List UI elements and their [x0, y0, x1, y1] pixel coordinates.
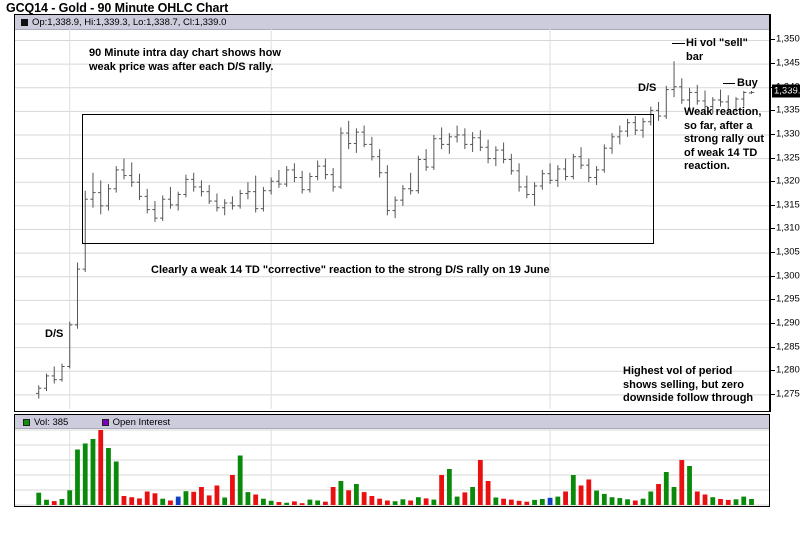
price-axis-label: 1,280.0 — [776, 364, 800, 376]
price-axis-label: 1,305.0 — [776, 246, 800, 258]
price-axis-tick — [771, 39, 775, 41]
price-axis-label: 1,310.0 — [776, 222, 800, 234]
price-axis-tick — [771, 181, 775, 183]
weak-reaction-note: Weak reaction, so far, after a strong ra… — [684, 106, 765, 172]
price-axis-label: 1,295.0 — [776, 293, 800, 305]
volume-chart-panel[interactable]: Vol: 385 Open Interest — [14, 414, 770, 507]
price-axis-tick — [771, 322, 775, 324]
hi-vol-sell-note: Hi vol "sell" bar — [686, 37, 748, 63]
price-axis-tick — [771, 157, 775, 159]
volume-swatch-icon — [23, 419, 30, 426]
volume-axis — [0, 414, 14, 507]
price-axis-label: 1,335.0 — [776, 104, 800, 116]
intraday-note: 90 Minute intra day chart shows how weak… — [89, 47, 281, 73]
price-axis[interactable]: 1,339.0 1,350.0 1,345.0 1,340.0 1,335.0 1,33… — [770, 14, 800, 412]
price-gridlines — [15, 29, 769, 409]
price-axis-tick — [771, 299, 775, 301]
hi-vol-leader-line — [672, 43, 685, 44]
buy-note: Buy — [737, 77, 758, 89]
price-axis-label: 1,340.0 — [776, 81, 800, 93]
price-axis-tick — [771, 110, 775, 112]
ohlc-bars — [36, 61, 755, 399]
date-axis — [14, 507, 770, 537]
price-axis-label: 1,300.0 — [776, 270, 800, 282]
ds-label-left: D/S — [45, 328, 64, 340]
highest-volume-arrow-icon — [15, 415, 769, 506]
ohlc-series-swatch-icon — [21, 19, 28, 26]
price-axis-label: 1,285.0 — [776, 341, 800, 353]
price-axis-tick — [771, 204, 775, 206]
price-chart-panel[interactable]: Op:1,338.9, Hi:1,339.3, Lo:1,338.7, Cl:1… — [14, 14, 770, 412]
ohlc-readout-text: Op:1,338.9, Hi:1,339.3, Lo:1,338.7, Cl:1… — [32, 17, 227, 28]
buy-leader-line — [723, 83, 735, 84]
price-axis-label: 1,275.0 — [776, 388, 800, 400]
highest-vol-note: Highest vol of period shows selling, but… — [623, 365, 754, 404]
price-axis-label: 1,330.0 — [776, 128, 800, 140]
price-axis-tick — [771, 370, 775, 372]
open-interest-swatch-icon — [101, 419, 109, 426]
price-axis-tick — [771, 86, 775, 88]
price-axis-label: 1,290.0 — [776, 317, 800, 329]
ds-label-right: D/S — [638, 82, 657, 94]
ohlc-readout-strip: Op:1,338.9, Hi:1,339.3, Lo:1,338.7, Cl:1… — [15, 15, 769, 30]
current-price-marker: 1,339.0 — [772, 84, 800, 98]
volume-bars — [36, 430, 754, 505]
corrective-reaction-note: Clearly a weak 14 TD "corrective" reacti… — [151, 264, 550, 276]
price-axis-tick — [771, 63, 775, 65]
price-axis-label: 1,320.0 — [776, 175, 800, 187]
open-interest-legend-label: Open Interest — [112, 417, 171, 428]
price-axis-label: 1,345.0 — [776, 57, 800, 69]
price-axis-tick — [771, 133, 775, 135]
price-axis-tick — [771, 252, 775, 254]
price-axis-tick — [771, 275, 775, 277]
price-axis-label: 1,350.0 — [776, 33, 800, 45]
volume-legend-label: Vol: 385 — [34, 417, 69, 428]
price-axis-label: 1,325.0 — [776, 152, 800, 164]
page-title: GCQ14 - Gold - 90 Minute OHLC Chart — [6, 1, 229, 15]
price-axis-label: 1,315.0 — [776, 199, 800, 211]
price-axis-tick — [771, 228, 775, 230]
price-axis-tick — [771, 393, 775, 395]
volume-legend: Vol: 385 Open Interest — [15, 415, 769, 429]
price-axis-tick — [771, 346, 775, 348]
